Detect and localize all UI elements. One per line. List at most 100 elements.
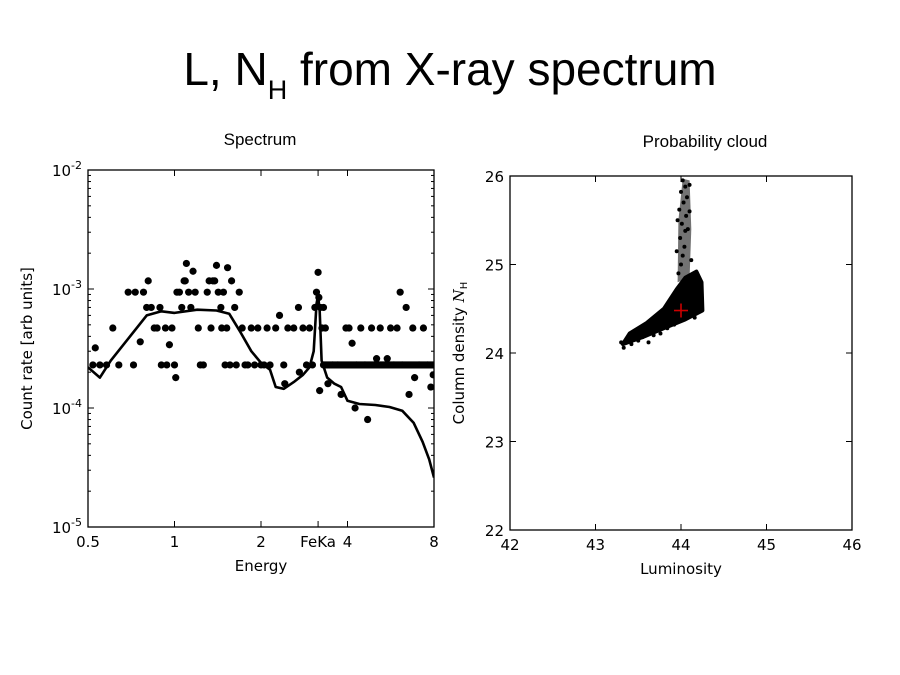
spectrum-data-point: [348, 339, 356, 347]
cloud-sample-point: [681, 200, 686, 205]
cloud-sample-point: [670, 299, 675, 304]
cloud-sample-point: [677, 207, 682, 212]
spectrum-data-point: [419, 324, 428, 332]
cloud-sample-point: [682, 244, 687, 249]
spectrum-x-tick-label: FeKa: [300, 533, 336, 551]
spectrum-data-point: [372, 355, 381, 363]
spectrum-data-point: [144, 277, 152, 285]
spectrum-data-point: [219, 288, 228, 296]
cloud-sample-point: [699, 292, 704, 297]
spectrum-data-point: [199, 361, 207, 369]
spectrum-data-point: [275, 311, 284, 319]
cloud-sample-point: [683, 184, 688, 189]
cloud-sample-point: [655, 317, 660, 322]
slide-title-subscript: H: [267, 75, 288, 105]
spectrum-data-point: [129, 361, 138, 369]
cloud-sample-point: [651, 333, 656, 338]
cloud-x-tick-label: 46: [842, 536, 861, 554]
cloud-x-axis-label: Luminosity: [640, 560, 722, 578]
spectrum-y-tick-label: 10-4: [52, 397, 82, 418]
cloud-sample-point: [621, 345, 626, 350]
cloud-sample-point: [663, 310, 668, 315]
cloud-sample-point: [689, 290, 694, 295]
cloud-sample-point: [678, 235, 683, 240]
cloud-y-tick-label: 25: [485, 257, 504, 275]
spectrum-data-point: [429, 371, 434, 379]
spectrum-data-point: [284, 324, 292, 332]
spectrum-data-point: [295, 368, 303, 376]
spectrum-plot-frame: [87, 169, 435, 528]
spectrum-data-point: [247, 324, 255, 332]
spectrum-data-point: [218, 324, 226, 332]
spectrum-x-tick-label: 1: [170, 533, 180, 551]
spectrum-data-point: [194, 324, 202, 332]
cloud-sample-point: [687, 209, 692, 214]
cloud-y-tick-label: 26: [485, 168, 504, 186]
spectrum-data-point: [321, 324, 329, 332]
cloud-sample-point: [684, 195, 689, 200]
spectrum-data-point: [214, 288, 222, 296]
cloud-y-tick-label: 24: [485, 345, 504, 363]
spectrum-data-point: [367, 324, 376, 332]
cloud-sample-point: [640, 335, 645, 340]
spectrum-data-point: [170, 361, 179, 369]
spectrum-data-point: [227, 277, 236, 285]
spectrum-model-line: [88, 294, 434, 478]
spectrum-data-point: [364, 415, 372, 424]
cloud-sample-point: [653, 327, 658, 332]
cloud-sample-point: [680, 289, 685, 294]
spectrum-chart: 10-2 10-3 10-4 10-50.5 1 2 FeKa 4 8 Energy Count r…: [18, 159, 439, 575]
spectrum-data-point: [409, 324, 417, 332]
spectrum-data-point: [124, 288, 132, 296]
cloud-sample-point: [684, 213, 689, 218]
spectrum-data-point: [314, 268, 322, 276]
spectrum-data-point: [305, 324, 314, 332]
spectrum-data-point: [147, 303, 155, 312]
cloud-sample-point: [680, 253, 685, 258]
spectrum-data-point: [163, 361, 171, 369]
cloud-sample-point: [697, 306, 702, 311]
spectrum-data-point: [191, 288, 199, 296]
spectrum-data-point: [168, 324, 176, 332]
spectrum-data-point: [211, 277, 219, 285]
spectrum-data-point: [263, 324, 271, 332]
spectrum-data-point: [139, 288, 148, 296]
spectrum-data-point: [175, 288, 183, 296]
spectrum-data-point: [232, 361, 240, 369]
spectrum-data-point: [351, 404, 359, 412]
cloud-sample-point: [649, 320, 654, 325]
cloud-sample-point: [668, 315, 673, 320]
cloud-sample-point: [690, 299, 695, 304]
cloud-sample-point: [689, 258, 694, 263]
cloud-sample-point: [696, 297, 701, 302]
spectrum-data-point: [172, 374, 180, 382]
spectrum-x-tick-label: 4: [343, 533, 353, 551]
spectrum-x-tick-label: 8: [429, 533, 439, 551]
spectrum-data-point: [357, 324, 365, 332]
cloud-sample-point: [631, 333, 636, 338]
cloud-x-tick-label: 45: [757, 536, 776, 554]
cloud-x-tick-label: 43: [586, 536, 605, 554]
spectrum-data-point: [178, 303, 186, 312]
cloud-sample-point: [675, 294, 680, 299]
spectrum-y-tick-label: 10-2: [52, 159, 82, 180]
cloud-sample-point: [694, 285, 699, 290]
spectrum-y-tick-label: 10-5: [52, 516, 82, 537]
spectrum-data-point: [203, 288, 211, 296]
spectrum-data-layer: [88, 259, 434, 478]
cloud-sample-point: [667, 304, 672, 309]
cloud-sample-point: [648, 326, 653, 331]
slide-title-rest: from X-ray spectrum: [287, 43, 717, 95]
cloud-x-tick-label: 42: [500, 536, 519, 554]
cloud-sample-point: [679, 189, 683, 194]
cloud-sample-point: [680, 178, 685, 183]
cloud-sample-point: [619, 340, 624, 345]
slide-title: L, NH from X-ray spectrum: [0, 42, 900, 106]
spectrum-data-point: [244, 361, 252, 369]
cloud-sample-point: [677, 317, 682, 322]
cloud-y-tick-label: 23: [485, 434, 504, 452]
spectrum-data-point: [223, 264, 232, 272]
cloud-sample-point: [682, 312, 687, 317]
cloud-sample-point: [661, 320, 666, 325]
spectrum-data-point: [185, 288, 193, 296]
